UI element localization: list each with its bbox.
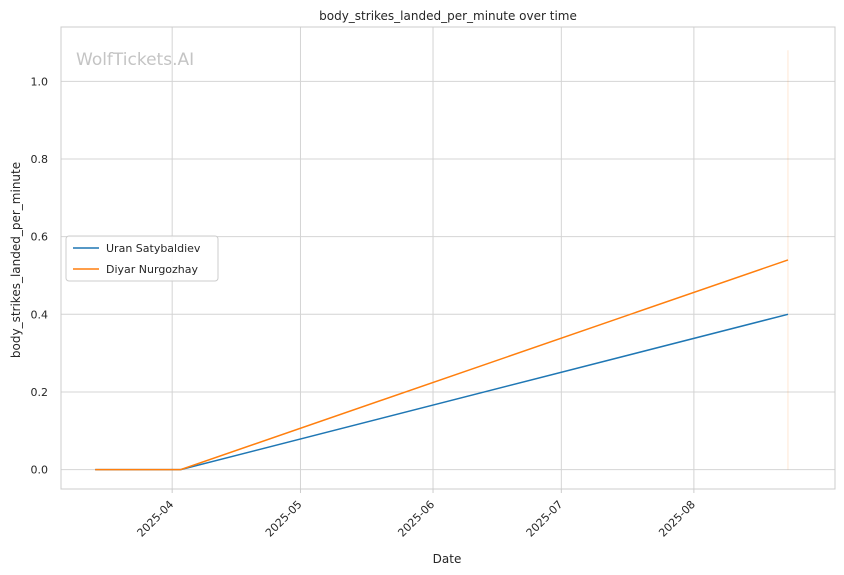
y-tick-label-1: 0.2	[31, 386, 49, 399]
legend-label-1: Diyar Nurgozhay	[106, 263, 199, 276]
y-tick-label-0: 0.0	[31, 464, 49, 477]
y-axis-label: body_strikes_landed_per_minute	[9, 162, 23, 358]
chart-title: body_strikes_landed_per_minute over time	[319, 9, 577, 23]
plot-frame	[60, 26, 836, 490]
series-line-1	[95, 259, 789, 471]
y-tick-label-3: 0.6	[31, 231, 49, 244]
x-axis-label: Date	[433, 552, 462, 566]
legend-label-0: Uran Satybaldiev	[106, 242, 201, 255]
legend: Uran Satybaldiev Diyar Nurgozhay	[65, 235, 219, 282]
legend-frame	[65, 235, 219, 282]
y-tick-labels: 0.0 0.2 0.4 0.6 0.8 1.0	[31, 75, 49, 476]
y-tick-label-2: 0.4	[31, 308, 49, 321]
y-tick-label-5: 1.0	[31, 75, 49, 88]
y-tick-label-4: 0.8	[31, 153, 49, 166]
watermark: WolfTickets.AI	[76, 50, 194, 70]
series-lines	[95, 259, 789, 471]
